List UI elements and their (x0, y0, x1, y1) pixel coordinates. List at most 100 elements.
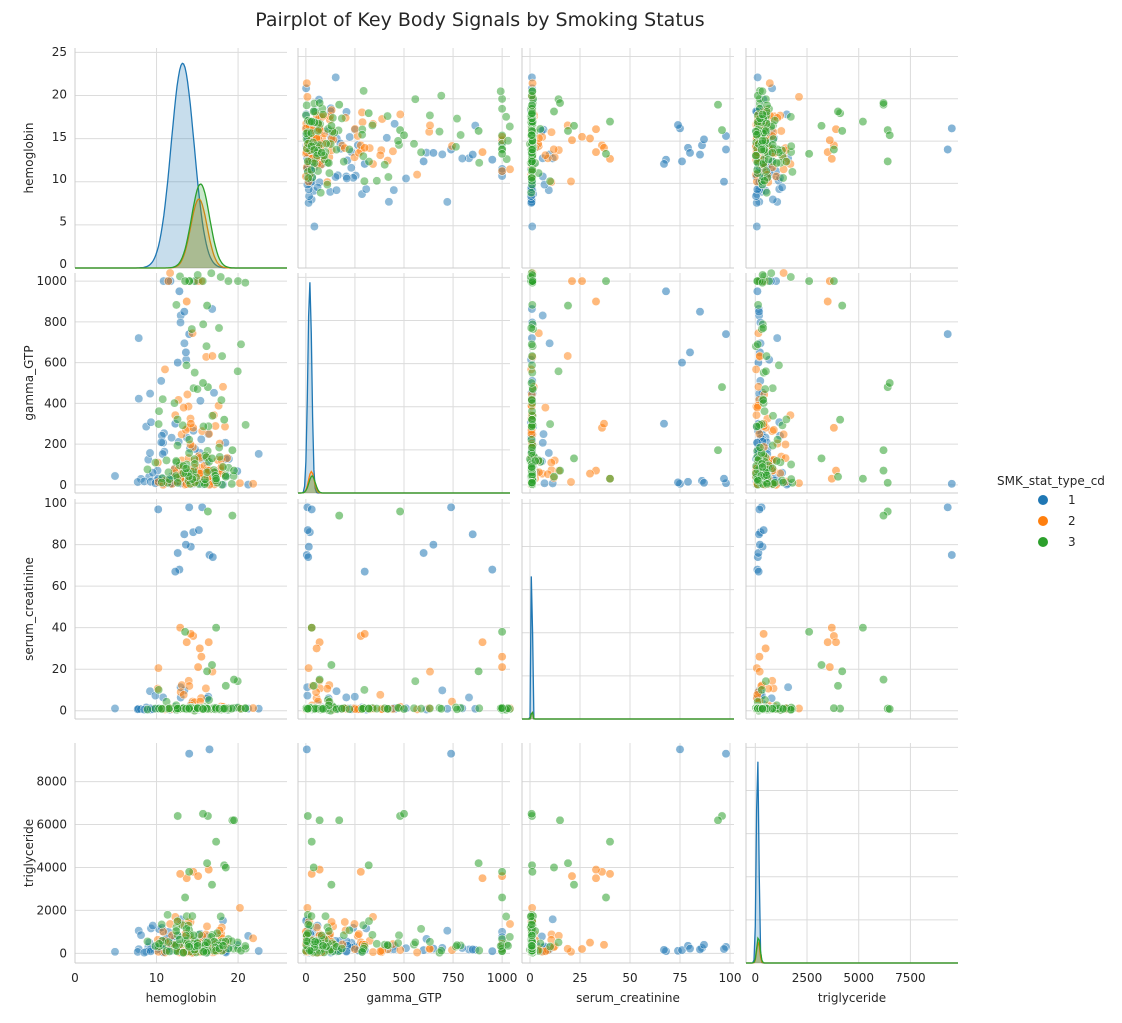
scatter-point (324, 158, 334, 168)
scatter-point (233, 366, 243, 376)
scatter-point (201, 683, 211, 693)
scatter-point (160, 364, 170, 374)
scatter-point (786, 141, 796, 151)
scatter-point (184, 703, 194, 713)
x-tick-label: 75 (672, 971, 687, 985)
scatter-point (229, 675, 239, 685)
scatter-point (539, 429, 548, 439)
y-tick-label: 5 (59, 215, 67, 229)
scatter-point (173, 414, 182, 424)
y-tick-label: 10 (52, 172, 67, 186)
scatter-point (527, 276, 537, 286)
scatter-point (193, 662, 203, 672)
scatter-point (173, 916, 182, 926)
scatter-point (825, 135, 835, 145)
x-tick-label: 1000 (487, 971, 518, 985)
panel-serum_creatinine-vs-serum_creatinine (521, 499, 734, 720)
scatter-point (410, 94, 420, 104)
scatter-point (695, 150, 705, 160)
panel-triglyceride-vs-gamma_GTP: 0 250 500 750 1000 gamma_GTP (297, 743, 518, 1005)
scatter-point (436, 946, 446, 956)
scatter-point (202, 666, 212, 676)
legend-label-1: 1 (1068, 493, 1076, 507)
scatter-point (204, 695, 214, 705)
scatter-point (760, 384, 770, 394)
scatter-point (717, 125, 727, 135)
y-tick-label: 80 (52, 538, 67, 552)
scatter-point (585, 134, 595, 143)
scatter-point (227, 479, 237, 489)
scatter-point (202, 301, 212, 311)
scatter-point (599, 940, 609, 950)
scatter-point (388, 146, 398, 156)
scatter-point (767, 704, 777, 714)
scatter-point (303, 552, 313, 562)
scatter-point (383, 172, 393, 182)
scatter-point (758, 109, 767, 119)
scatter-point (768, 195, 778, 204)
scatter-point (677, 358, 687, 368)
scatter-series-3 (525, 809, 727, 958)
y-tick-label: 25 (52, 45, 67, 59)
scatter-point (248, 703, 258, 713)
scatter-point (218, 382, 228, 392)
scatter-point (713, 445, 723, 455)
scatter-point (181, 540, 191, 550)
kde-fill-1 (522, 576, 734, 719)
scatter-point (162, 455, 171, 465)
scatter-point (204, 637, 214, 647)
scatter-point (360, 629, 370, 639)
scatter-point (110, 471, 120, 481)
scatter-point (833, 472, 843, 482)
y-tick-label: 100 (44, 496, 67, 510)
scatter-point (187, 324, 197, 334)
scatter-point (758, 462, 767, 472)
scatter-point (554, 937, 563, 947)
scatter-point (303, 704, 313, 714)
scatter-point (399, 809, 409, 819)
scatter-point (752, 286, 762, 296)
scatter-point (605, 869, 615, 879)
scatter-point (555, 815, 565, 825)
scatter-point (496, 86, 506, 96)
scatter-point (214, 323, 224, 333)
scatter-point (538, 311, 548, 320)
scatter-point (591, 297, 601, 306)
x-tick-label: 5000 (843, 971, 874, 985)
scatter-point (879, 675, 888, 685)
scatter-point (332, 145, 341, 155)
scatter-point (344, 145, 354, 154)
scatter-point (173, 811, 183, 821)
scatter-point (171, 456, 181, 466)
x-tick-label: 20 (230, 971, 245, 985)
scatter-point (497, 149, 507, 159)
scatter-point (344, 704, 354, 714)
scatter-point (240, 703, 250, 713)
scatter-point (786, 474, 796, 484)
scatter-point (425, 110, 435, 120)
scatter-point (827, 623, 837, 633)
scatter-point (186, 419, 196, 429)
scatter-point (171, 300, 181, 310)
scatter-point (198, 704, 208, 714)
scatter-point (367, 120, 377, 130)
scatter-point (699, 134, 709, 144)
scatter-point (318, 704, 328, 714)
scatter-point (781, 157, 791, 167)
scatter-point (360, 143, 370, 153)
scatter-point (661, 286, 671, 296)
scatter-point (419, 548, 429, 558)
scatter-point (762, 351, 771, 361)
scatter-point (218, 941, 228, 951)
scatter-point (779, 429, 789, 439)
scatter-point (879, 445, 888, 455)
scatter-point (198, 809, 208, 819)
scatter-point (359, 86, 369, 96)
scatter-point (196, 434, 206, 444)
scatter-point (317, 931, 327, 941)
scatter-point (761, 676, 771, 686)
scatter-point (567, 135, 577, 145)
scatter-point (527, 415, 537, 425)
scatter-point (943, 502, 953, 512)
scatter-point (497, 662, 507, 672)
